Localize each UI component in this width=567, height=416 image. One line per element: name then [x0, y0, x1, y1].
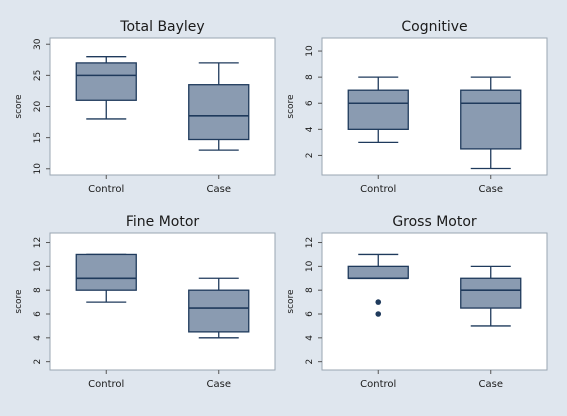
box-case: [460, 265, 522, 327]
box-case: [460, 76, 522, 170]
box-case: [188, 277, 250, 339]
chart-title: Gross Motor: [392, 214, 477, 230]
box-case: [188, 62, 250, 151]
y-tick-label: 25: [33, 70, 43, 81]
y-tick-label: 30: [33, 38, 43, 50]
y-axis-label: score: [14, 289, 24, 314]
x-tick-label: Control: [88, 184, 124, 195]
y-axis-label: score: [14, 94, 24, 119]
iqr-box: [75, 253, 137, 291]
y-tick-label: 10: [33, 260, 43, 272]
x-tick-label: Case: [207, 379, 231, 390]
y-tick-label: 4: [305, 335, 315, 341]
box-control: [347, 253, 409, 317]
outlier-point: [375, 299, 382, 305]
chart-title: Fine Motor: [126, 214, 200, 230]
iqr-box: [347, 265, 409, 279]
x-tick-label: Control: [360, 379, 396, 390]
y-tick-label: 15: [33, 132, 43, 143]
y-tick-label: 6: [305, 100, 315, 106]
y-tick-label: 8: [305, 74, 315, 80]
chart-panel-4: Gross Motor score 2 4 6 8 10 12 Control Case: [286, 214, 548, 390]
y-axis-label: score: [286, 289, 296, 314]
y-tick-label: 8: [305, 287, 315, 293]
x-tick-label: Case: [479, 379, 503, 390]
chart-panel-1: Total Bayley score 10 15 20 25 30 Control Case: [14, 19, 276, 195]
y-tick-label: 2: [305, 359, 315, 365]
box-control: [347, 76, 409, 144]
iqr-box: [188, 84, 250, 141]
y-tick-label: 10: [305, 45, 315, 57]
chart-panel-2: Cognitive score 2 4 6 8 10 Control Case: [286, 19, 548, 195]
iqr-box: [347, 89, 409, 130]
chart-title: Total Bayley: [119, 19, 204, 35]
x-tick-label: Case: [207, 184, 231, 195]
outlier-point: [375, 311, 382, 317]
y-tick-label: 2: [305, 153, 315, 159]
chart-title: Cognitive: [401, 19, 467, 35]
y-axis-label: score: [286, 94, 296, 119]
chart-panel-3: Fine Motor score 2 4 6 8 10 12 Control Case: [14, 214, 276, 390]
y-tick-label: 6: [33, 311, 43, 317]
y-tick-label: 12: [33, 237, 43, 248]
y-tick-label: 8: [33, 287, 43, 293]
box-control: [75, 253, 137, 303]
box-control: [75, 56, 137, 120]
x-tick-label: Control: [360, 184, 396, 195]
y-tick-label: 4: [305, 126, 315, 132]
x-tick-label: Control: [88, 379, 124, 390]
y-tick-label: 4: [33, 335, 43, 341]
iqr-box: [75, 62, 137, 101]
iqr-box: [460, 89, 522, 150]
y-tick-label: 12: [305, 237, 315, 248]
y-tick-label: 10: [305, 260, 315, 272]
y-tick-label: 20: [33, 101, 43, 113]
iqr-box: [188, 289, 250, 333]
x-tick-label: Case: [479, 184, 503, 195]
iqr-box: [460, 277, 522, 309]
y-tick-label: 6: [305, 311, 315, 317]
y-tick-label: 2: [33, 359, 43, 365]
y-tick-label: 10: [33, 163, 43, 175]
